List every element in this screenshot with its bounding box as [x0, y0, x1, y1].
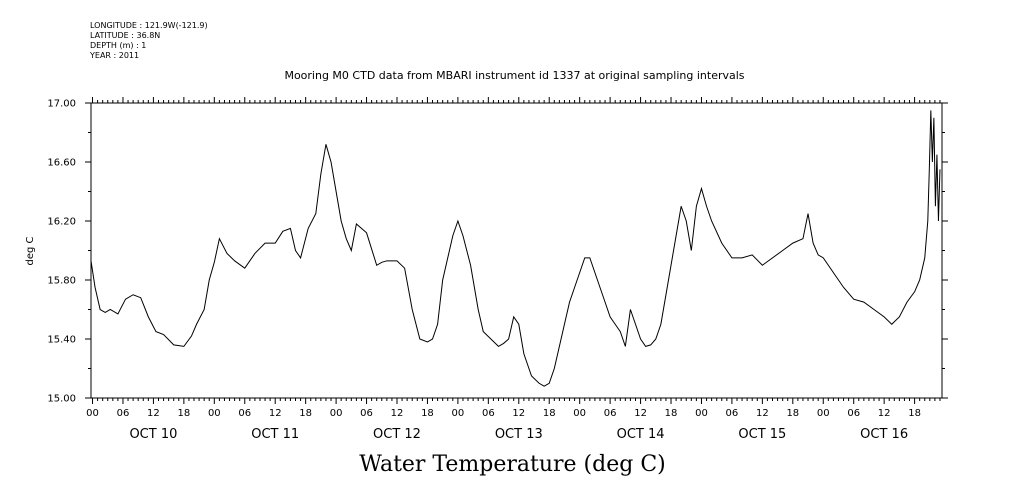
x-tick-label: 06 [482, 408, 495, 419]
latitude-label: LATITUDE : 36.8N [90, 31, 161, 40]
x-day-label: OCT 11 [251, 427, 299, 442]
x-tick-label: 06 [604, 408, 617, 419]
longitude-label: LONGITUDE : 121.9W(-121.9) [90, 21, 208, 30]
x-day-label: OCT 15 [738, 427, 786, 442]
x-tick-label: 18 [908, 408, 921, 419]
y-axis: 15.00 15.40 15.80 16.20 16.60 17.00 [47, 99, 948, 405]
series-line [90, 110, 941, 387]
depth-label: DEPTH (m) : 1 [90, 41, 147, 50]
x-tick-label: 06 [360, 408, 373, 419]
y-tick-label: 15.40 [47, 335, 76, 346]
x-tick-label: 18 [177, 408, 190, 419]
year-label: YEAR : 2011 [90, 51, 140, 60]
x-tick-label: 18 [421, 408, 434, 419]
x-day-label: OCT 16 [860, 427, 908, 442]
x-day-label: OCT 10 [129, 427, 177, 442]
x-tick-label: 12 [512, 408, 525, 419]
x-tick-label: 00 [452, 408, 465, 419]
x-tick-label: 00 [817, 408, 830, 419]
y-tick-label: 16.60 [47, 158, 76, 169]
x-tick-label: 06 [238, 408, 251, 419]
x-tick-label: 12 [634, 408, 647, 419]
x-tick-label: 12 [391, 408, 404, 419]
x-tick-label: 18 [299, 408, 312, 419]
x-tick-label: 00 [695, 408, 708, 419]
chart-title: Mooring M0 CTD data from MBARI instrumen… [284, 69, 745, 82]
location-metadata: LONGITUDE : 121.9W(-121.9) LATITUDE : 36… [90, 21, 208, 61]
x-tick-label: 18 [665, 408, 678, 419]
x-tick-label: 12 [756, 408, 769, 419]
y-axis-label: deg C [25, 236, 36, 265]
footer-title: Water Temperature (deg C) [359, 452, 666, 477]
x-tick-label: 06 [726, 408, 739, 419]
x-tick-label: 18 [786, 408, 799, 419]
x-day-label: OCT 13 [495, 427, 543, 442]
x-tick-label: 12 [878, 408, 891, 419]
y-tick-label: 17.00 [47, 99, 76, 110]
y-tick-label: 15.00 [47, 394, 76, 405]
x-tick-label: 00 [86, 408, 99, 419]
x-tick-label: 06 [847, 408, 860, 419]
x-tick-label: 00 [330, 408, 343, 419]
x-tick-label: 12 [147, 408, 160, 419]
x-axis: 00 06 12 18 00 06 12 18 00 06 12 18 00 06 12 18 00 06 12 18… [86, 97, 941, 442]
x-tick-label: 06 [117, 408, 130, 419]
x-tick-label: 18 [543, 408, 556, 419]
x-tick-label: 00 [208, 408, 221, 419]
y-tick-label: 15.80 [47, 276, 76, 287]
x-tick-label: 00 [573, 408, 586, 419]
y-tick-label: 16.20 [47, 217, 76, 228]
x-day-label: OCT 14 [617, 427, 665, 442]
x-day-label: OCT 12 [373, 427, 421, 442]
plot-frame [90, 102, 943, 399]
x-tick-label: 12 [269, 408, 282, 419]
